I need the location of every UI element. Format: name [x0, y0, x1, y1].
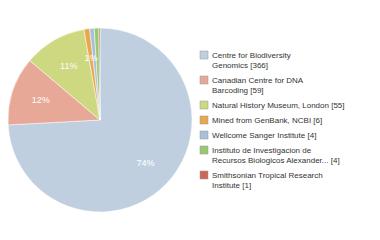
- slice: [94, 28, 100, 120]
- slice: [99, 28, 100, 120]
- data-label: 1%: [84, 53, 97, 63]
- slice-labels: 74% 12% 11% 1%: [32, 53, 155, 168]
- legend-label: Natural History Museum, London [55]: [212, 101, 345, 110]
- data-label: 11%: [60, 61, 77, 71]
- legend-swatch: [200, 51, 208, 59]
- legend-swatch: [200, 131, 208, 139]
- slice: [30, 29, 100, 120]
- legend-swatch: [200, 146, 208, 154]
- legend-swatch: [200, 76, 208, 84]
- legend-swatch: [200, 116, 208, 124]
- pie: [8, 28, 192, 212]
- data-label: 12%: [32, 95, 50, 105]
- slice: [8, 28, 192, 212]
- chart: 74% 12% 11% 1% Centre for BiodiversityGenomi…: [0, 0, 380, 240]
- legend-swatch: [200, 101, 208, 109]
- legend-label: Centre for BiodiversityGenomics [366]: [212, 51, 291, 70]
- legend: Centre for BiodiversityGenomics [366] Can…: [200, 51, 345, 190]
- slice: [90, 28, 100, 120]
- legend-label: Canadian Centre for DNABarcoding [59]: [212, 76, 304, 95]
- legend-label: Instituto de Investigacion deRecursos Bi…: [212, 146, 340, 165]
- data-label: 74%: [136, 158, 154, 168]
- legend-label: Wellcome Sanger Institute [4]: [212, 131, 316, 140]
- legend-label: Smithsonian Tropical ResearchInstitute […: [212, 171, 323, 190]
- legend-label: Mined from GenBank, NCBI [6]: [212, 116, 322, 125]
- slice: [84, 29, 100, 120]
- legend-swatch: [200, 171, 208, 179]
